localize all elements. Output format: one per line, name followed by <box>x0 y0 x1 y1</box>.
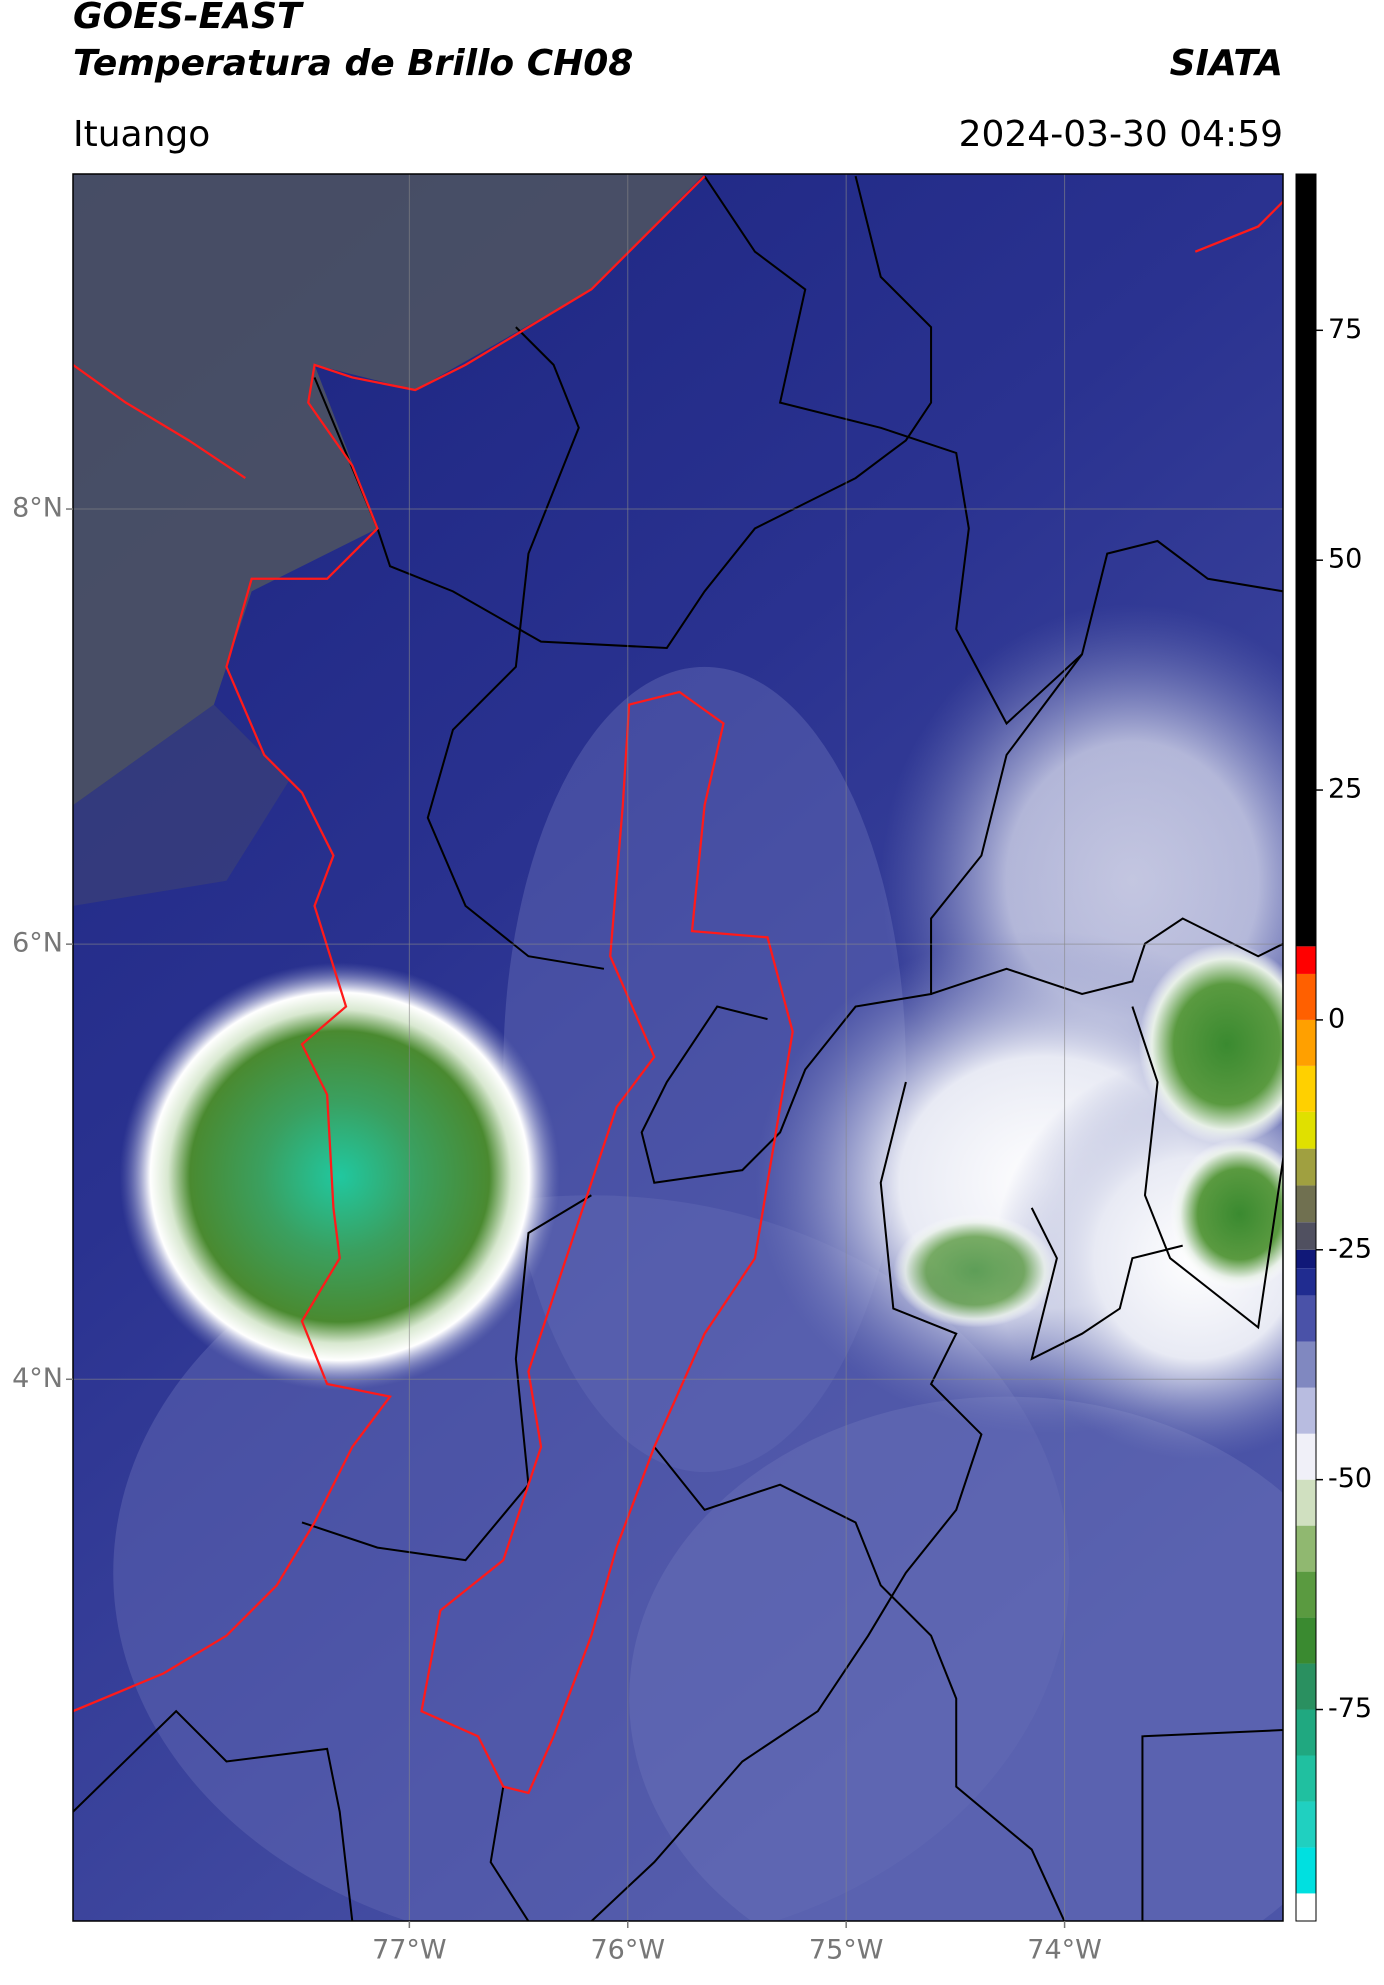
y-tick-label: 6°N <box>12 928 63 959</box>
x-tick-label: 75°W <box>809 1935 884 1966</box>
colorbar-band <box>1296 1433 1316 1480</box>
map-frame <box>72 173 1284 1922</box>
colorbar-tick-label: 75 <box>1328 314 1362 345</box>
source: SIATA <box>1170 43 1283 84</box>
colorbar-band <box>1296 1111 1316 1149</box>
border <box>590 1081 983 1921</box>
border <box>930 917 1283 996</box>
colorbar-band <box>1296 1249 1316 1269</box>
colorbar-tick-label: 50 <box>1328 544 1362 575</box>
y-tick-label: 4°N <box>12 1363 63 1394</box>
border <box>1030 1207 1183 1361</box>
grid <box>73 174 1283 1921</box>
colorbar-band <box>1296 1222 1316 1250</box>
storm <box>1170 1138 1283 1290</box>
colorbar-band <box>1296 1268 1316 1296</box>
colorbar-tick-label: -75 <box>1328 1693 1372 1724</box>
title: GOES-EAST <box>73 0 304 37</box>
x-tick-label: 74°W <box>1027 1935 1102 1966</box>
colorbar-tick-label: -50 <box>1328 1463 1372 1494</box>
colorbar-tick-label: 0 <box>1328 1003 1345 1034</box>
y-tick-label: 8°N <box>12 493 63 524</box>
colorbar-band <box>1296 1755 1316 1802</box>
colorbar-tick-label: -25 <box>1328 1233 1372 1264</box>
colorbar-band <box>1296 1801 1316 1848</box>
colorbar-band <box>1296 1341 1316 1388</box>
colorbar-tick-label: 25 <box>1328 774 1362 805</box>
colorbar-band <box>1296 1893 1316 1921</box>
storm <box>1138 943 1283 1145</box>
border <box>640 653 1083 1184</box>
subtitle: Temperatura de Brillo CH08 <box>73 43 633 84</box>
colorbar-band <box>1296 1185 1316 1223</box>
colorbar-band <box>1296 946 1316 974</box>
x-tick-label: 76°W <box>590 1935 665 1966</box>
colorbar-band <box>1296 1479 1316 1526</box>
colorbar-band <box>1296 1065 1316 1112</box>
map-image <box>73 174 1283 1921</box>
coastline <box>73 200 1283 480</box>
colorbar-band <box>1296 174 1316 947</box>
colorbar: -75 -50 -25 0 25 50 75 <box>1295 173 1372 1922</box>
storm <box>893 1214 1057 1328</box>
border <box>703 175 1283 726</box>
red-outlines <box>73 175 1283 1795</box>
border <box>313 175 933 650</box>
colorbar-band <box>1296 1571 1316 1618</box>
colorbar-band <box>1296 1148 1316 1186</box>
colorbar-band <box>1296 973 1316 1020</box>
colorbar-band <box>1296 1295 1316 1342</box>
colorbar-band <box>1296 1617 1316 1664</box>
colorbar-band <box>1296 1847 1316 1894</box>
border <box>489 1729 1283 1921</box>
storm <box>119 962 560 1391</box>
border <box>1131 1006 1283 1330</box>
cloud-region <box>629 1396 1283 1921</box>
colorbar-band <box>1296 1709 1316 1756</box>
x-tick-label: 77°W <box>372 1935 447 1966</box>
warm-region <box>73 704 290 906</box>
colorbar-band <box>1296 1525 1316 1572</box>
border <box>73 1709 354 1921</box>
coastline <box>73 175 706 1713</box>
timestamp: 2024-03-30 04:59 <box>959 114 1283 155</box>
location: Ituango <box>73 114 210 155</box>
warm-region <box>73 174 705 806</box>
border <box>653 1446 1066 1921</box>
map-features <box>73 174 1283 1921</box>
colorbar-band <box>1296 1663 1316 1710</box>
colorbar-band <box>1296 1019 1316 1066</box>
border <box>426 326 605 970</box>
department-outline <box>420 690 794 1795</box>
colorbar-frame <box>1295 173 1317 1922</box>
colorbar-band <box>1296 1387 1316 1434</box>
